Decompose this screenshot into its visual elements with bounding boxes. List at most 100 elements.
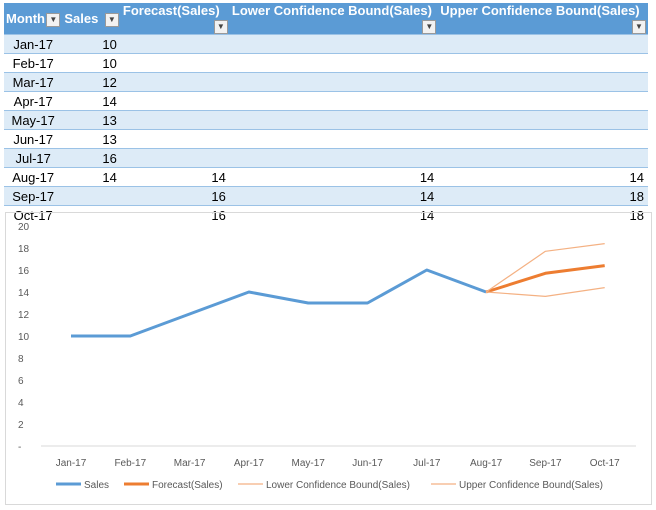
series-line-1 — [485, 264, 605, 294]
table-cell[interactable]: Aug-17 — [4, 167, 63, 187]
x-tick-label: Jan-17 — [56, 458, 87, 469]
table-cell[interactable]: 14 — [62, 167, 121, 187]
y-tick-label: 8 — [18, 354, 24, 365]
table-cell[interactable]: 16 — [62, 148, 121, 168]
table-cell[interactable]: 14 — [438, 167, 648, 187]
column-header-label: Upper Confidence Bound(Sales) — [440, 3, 640, 18]
table-cell[interactable] — [229, 91, 439, 111]
table-cell[interactable]: 10 — [62, 53, 121, 73]
table-cell[interactable]: Feb-17 — [4, 53, 63, 73]
legend-label: Sales — [84, 480, 109, 491]
table-cell[interactable]: Apr-17 — [4, 91, 63, 111]
table-row: May-17 13 — [4, 110, 648, 130]
y-tick-label: 4 — [18, 398, 24, 409]
column-header-label: Month — [6, 10, 45, 26]
table-cell[interactable] — [438, 53, 648, 73]
series-line-0 — [71, 268, 487, 338]
y-tick-label: 18 — [18, 244, 30, 255]
table-cell[interactable] — [438, 129, 648, 149]
y-tick-label: 2 — [18, 420, 24, 431]
table-row: Jun-17 13 — [4, 129, 648, 149]
x-tick-label: Aug-17 — [470, 458, 503, 469]
table-cell[interactable] — [120, 129, 230, 149]
table-cell[interactable]: Mar-17 — [4, 72, 63, 92]
y-tick-label: - — [18, 442, 21, 453]
table-cell[interactable]: 16 — [120, 186, 230, 206]
y-tick-label: 6 — [18, 376, 24, 387]
table-cell[interactable] — [229, 53, 439, 73]
table-cell[interactable]: 14 — [229, 167, 439, 187]
table-row: Feb-17 10 — [4, 53, 648, 73]
table-cell[interactable]: 18 — [438, 186, 648, 206]
table-cell[interactable] — [62, 186, 121, 206]
x-tick-label: Apr-17 — [234, 458, 264, 469]
legend-label: Lower Confidence Bound(Sales) — [266, 480, 410, 491]
x-tick-label: May-17 — [292, 458, 326, 469]
table-cell[interactable] — [120, 72, 230, 92]
column-header[interactable]: Upper Confidence Bound(Sales) ▼ — [438, 3, 648, 35]
table-cell[interactable]: 14 — [62, 91, 121, 111]
filter-dropdown-icon[interactable]: ▼ — [104, 12, 119, 27]
table-row: Jul-17 16 — [4, 148, 648, 168]
series-line-3 — [485, 243, 605, 293]
legend-label: Upper Confidence Bound(Sales) — [459, 480, 603, 491]
table-row: Sep-17 16 14 18 — [4, 186, 648, 206]
column-header-label: Sales — [64, 10, 99, 26]
filter-dropdown-icon[interactable]: ▼ — [46, 12, 61, 27]
table-cell[interactable]: Oct-17 — [4, 205, 63, 224]
table-cell[interactable] — [438, 91, 648, 111]
table-cell[interactable] — [229, 72, 439, 92]
table-cell[interactable]: Sep-17 — [4, 186, 63, 206]
x-tick-label: Mar-17 — [174, 458, 206, 469]
table-cell[interactable]: 13 — [62, 110, 121, 130]
y-tick-label: 20 — [18, 222, 30, 233]
column-header[interactable]: Forecast(Sales) ▼ — [120, 3, 230, 35]
filter-dropdown-icon[interactable]: ▼ — [632, 20, 646, 34]
forecast-line-chart[interactable]: - 2 4 6 8 10 12 14 16 18 20 Jan-17 Feb-17 Mar-17 Apr-1… — [5, 212, 652, 505]
chart-svg: - 2 4 6 8 10 12 14 16 18 20 Jan-17 Feb-17 Mar-17 Apr-1… — [18, 222, 636, 491]
table-cell[interactable]: 14 — [229, 186, 439, 206]
column-header[interactable]: Sales ▼ — [62, 3, 121, 35]
column-header-label: Forecast(Sales) — [122, 3, 220, 18]
column-header[interactable]: Month ▼ — [4, 3, 63, 35]
table-row: Oct-17 16 14 18 — [4, 205, 648, 224]
table-cell[interactable]: 12 — [62, 72, 121, 92]
table-cell[interactable] — [438, 148, 648, 168]
table-cell[interactable] — [438, 34, 648, 54]
table-cell[interactable]: Jan-17 — [4, 34, 63, 54]
table-cell[interactable]: 14 — [120, 167, 230, 187]
column-header[interactable]: Lower Confidence Bound(Sales) ▼ — [229, 3, 439, 35]
table-cell[interactable] — [62, 205, 121, 224]
table-row: Mar-17 12 — [4, 72, 648, 92]
x-tick-label: Jul-17 — [413, 458, 441, 469]
table-cell[interactable] — [120, 53, 230, 73]
table-cell[interactable] — [229, 148, 439, 168]
table-cell[interactable]: 14 — [229, 205, 439, 224]
table-cell[interactable] — [229, 110, 439, 130]
table-cell[interactable] — [438, 72, 648, 92]
column-header-label: Lower Confidence Bound(Sales) — [231, 3, 432, 18]
table-cell[interactable] — [120, 148, 230, 168]
table-cell[interactable]: 18 — [438, 205, 648, 224]
table-cell[interactable]: 16 — [120, 205, 230, 224]
table-cell[interactable] — [438, 110, 648, 130]
filter-dropdown-icon[interactable]: ▼ — [422, 20, 437, 34]
table-cell[interactable] — [120, 110, 230, 130]
table-cell[interactable]: Jul-17 — [4, 148, 63, 168]
table-cell[interactable] — [229, 129, 439, 149]
legend-label: Forecast(Sales) — [152, 480, 223, 491]
table-cell[interactable]: 13 — [62, 129, 121, 149]
x-tick-label: Oct-17 — [590, 458, 620, 469]
filter-dropdown-icon[interactable]: ▼ — [213, 20, 228, 34]
table-cell[interactable]: Jun-17 — [4, 129, 63, 149]
table-cell[interactable] — [120, 34, 230, 54]
table-cell[interactable]: 10 — [62, 34, 121, 54]
table-row: Aug-17 14 14 14 14 — [4, 167, 648, 187]
y-tick-label: 12 — [18, 310, 30, 321]
table-cell[interactable]: May-17 — [4, 110, 63, 130]
sales-forecast-table: Month ▼ Sales ▼ Forecast(Sales) ▼ Lower Confid… — [4, 3, 648, 224]
table-cell[interactable] — [229, 34, 439, 54]
table-cell[interactable] — [120, 91, 230, 111]
table-row: Jan-17 10 — [4, 34, 648, 54]
x-tick-label: Sep-17 — [529, 458, 562, 469]
